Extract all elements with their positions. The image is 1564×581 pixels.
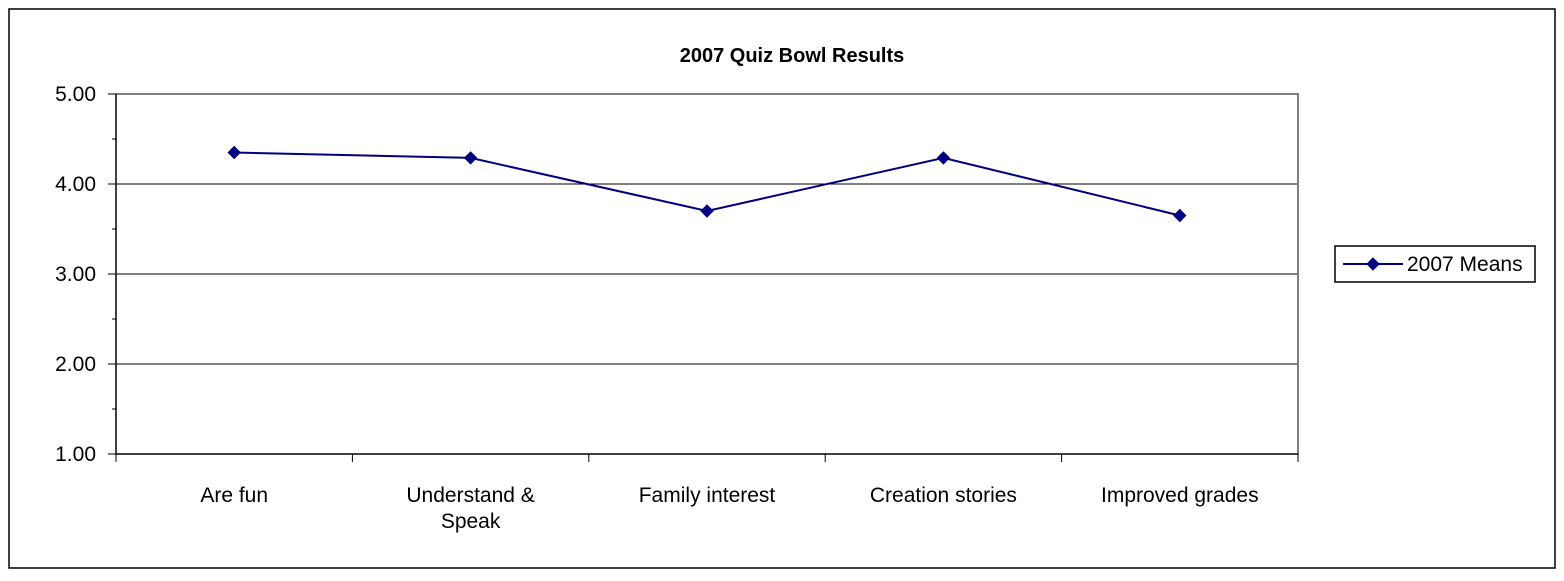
axes: 1.00 2.00 3.00 4.00 5.00 Are fun Understand & S…	[55, 83, 1299, 533]
legend-marker	[1366, 257, 1380, 271]
legend: 2007 Means	[1334, 245, 1536, 283]
x-tick-label-line: Creation stories	[870, 484, 1017, 507]
x-tick-label: Improved grades	[1101, 484, 1259, 507]
series-layer	[227, 145, 1187, 223]
x-tick-label-line: Improved grades	[1101, 484, 1259, 507]
data-point	[227, 145, 241, 160]
legend-label: 2007 Means	[1407, 253, 1523, 276]
x-tick-label: Family interest	[639, 484, 776, 507]
x-tick-label-line: Understand &	[406, 484, 534, 507]
gridlines	[116, 183, 1298, 365]
y-tick-label: 1.00	[55, 443, 96, 466]
x-tick-label-line: Speak	[441, 510, 501, 533]
chart-title: 2007 Quiz Bowl Results	[680, 45, 905, 67]
x-tick-label: Are fun	[200, 484, 268, 507]
x-tick-label: Creation stories	[870, 484, 1017, 507]
data-point	[463, 151, 478, 165]
x-tick-label-line: Are fun	[200, 484, 268, 507]
y-tick-label: 3.00	[55, 263, 96, 286]
data-point	[936, 151, 951, 165]
data-point	[700, 204, 714, 218]
y-tick-label: 4.00	[55, 173, 96, 196]
data-point	[1173, 208, 1187, 223]
y-tick-label: 5.00	[55, 83, 96, 106]
x-tick-label-line: Family interest	[639, 484, 776, 507]
y-tick-label: 2.00	[55, 353, 96, 376]
x-tick-label: Understand & Speak	[406, 484, 534, 533]
